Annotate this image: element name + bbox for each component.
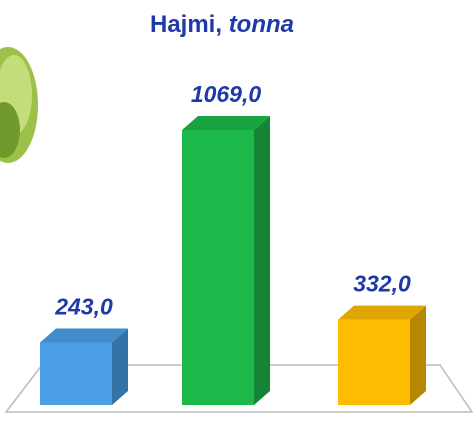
bar-side xyxy=(254,116,270,405)
bar-top xyxy=(338,305,426,320)
bar-front xyxy=(182,130,254,405)
chart-title: Hajmi, tonna xyxy=(150,11,294,38)
bar-top xyxy=(182,116,270,130)
bar xyxy=(338,305,426,405)
lettuce-decoration xyxy=(0,47,38,163)
bar xyxy=(182,116,270,405)
bar-side xyxy=(410,305,426,405)
title-text: Hajmi, xyxy=(150,11,222,38)
value-label: 332,0 xyxy=(353,271,411,297)
title-unit: tonna xyxy=(229,11,294,38)
value-label: 243,0 xyxy=(54,294,113,320)
bar-side xyxy=(112,328,128,405)
bar-front xyxy=(338,319,410,405)
value-label: 1069,0 xyxy=(191,81,262,107)
bar-top xyxy=(40,328,128,343)
bar-front xyxy=(40,342,112,405)
bar xyxy=(40,328,128,405)
